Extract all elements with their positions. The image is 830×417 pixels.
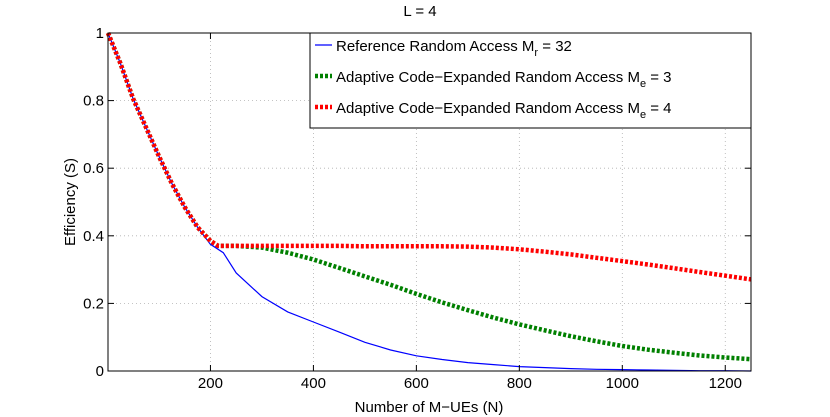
x-tick-label: 400 [301, 375, 326, 392]
y-tick-label: 0.2 [83, 295, 104, 312]
x-tick-label: 200 [198, 375, 223, 392]
x-tick-label: 1200 [709, 375, 742, 392]
y-tick-label: 0.6 [83, 160, 104, 177]
legend-box [309, 32, 752, 129]
y-tick-label: 0.8 [83, 93, 104, 110]
series-line-1 [105, 32, 752, 362]
y-tick-label: 1 [96, 25, 104, 42]
legend-label-adaptive-me3: Adaptive Code−Expanded Random Access Me … [336, 69, 672, 90]
series-line-2 [105, 32, 752, 282]
y-tick-label: 0.4 [83, 228, 104, 245]
x-axis-label: Number of M−UEs (N) [355, 399, 504, 416]
chart-title: L = 4 [403, 3, 436, 20]
legend: Reference Random Access Mr = 32 Adaptive… [309, 32, 752, 129]
y-tick-label: 0 [96, 363, 104, 380]
x-tick-label: 1000 [606, 375, 639, 392]
y-axis-label: Efficiency (S) [62, 158, 79, 246]
x-tick-label: 600 [404, 375, 429, 392]
legend-label-adaptive-me4: Adaptive Code−Expanded Random Access Me … [336, 100, 672, 121]
x-tick-label: 800 [507, 375, 532, 392]
legend-label-reference: Reference Random Access Mr = 32 [336, 38, 572, 59]
